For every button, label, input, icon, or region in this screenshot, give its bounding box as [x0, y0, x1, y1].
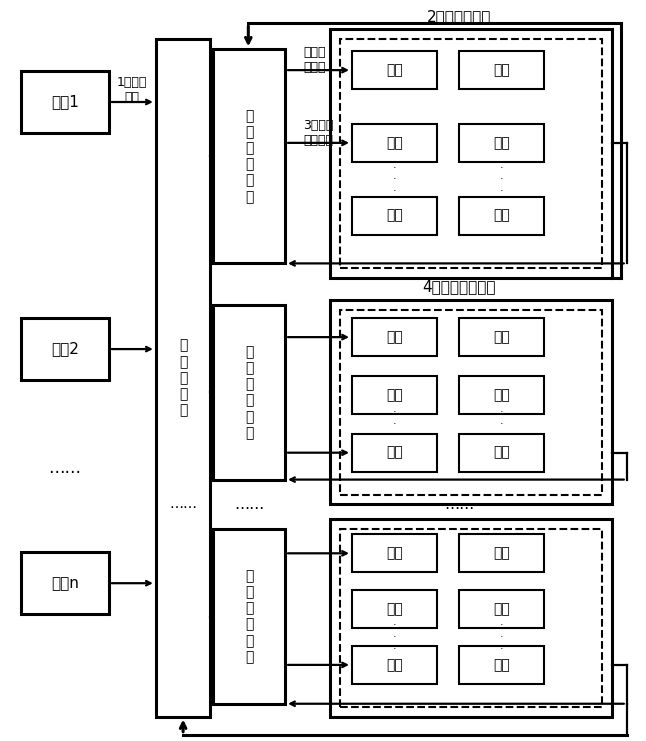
Bar [340, 529, 602, 707]
Text: 1、作业
解析: 1、作业 解析 [117, 76, 147, 104]
Text: 任务: 任务 [494, 658, 510, 672]
Bar [213, 49, 285, 263]
Text: 任务: 任务 [386, 208, 402, 222]
Bar [21, 318, 109, 380]
Text: ……: …… [169, 497, 197, 511]
Text: 任务: 任务 [494, 63, 510, 77]
Bar [156, 39, 211, 717]
Text: 3、任务
反馈阶段: 3、任务 反馈阶段 [303, 119, 333, 147]
Text: 任务: 任务 [494, 602, 510, 616]
Text: ·
·
·: · · · [500, 620, 503, 654]
Text: 作业n: 作业n [51, 576, 79, 591]
Bar [213, 529, 285, 704]
Text: 计
算
阶
段
权
值: 计 算 阶 段 权 值 [245, 345, 253, 440]
Bar [459, 196, 544, 234]
Bar [352, 433, 437, 471]
Bar [330, 519, 612, 717]
Bar [21, 552, 109, 614]
Bar [352, 51, 437, 89]
Bar [459, 51, 544, 89]
Text: 任
务
处
理
器: 任 务 处 理 器 [179, 339, 187, 417]
Bar [352, 534, 437, 572]
Bar [352, 646, 437, 684]
Bar [330, 300, 612, 505]
Text: 任务: 任务 [494, 388, 510, 402]
Text: 任务: 任务 [386, 546, 402, 560]
Bar [459, 590, 544, 628]
Text: 计
算
阶
段
权
值: 计 算 阶 段 权 值 [245, 569, 253, 664]
Text: 2、自学习阶段: 2、自学习阶段 [427, 9, 492, 24]
Bar [352, 376, 437, 413]
Text: 任务: 任务 [494, 330, 510, 344]
Text: 任务: 任务 [386, 330, 402, 344]
Text: ·
·
·: · · · [392, 408, 396, 440]
Bar [352, 318, 437, 356]
Bar [330, 30, 612, 279]
Bar [459, 318, 544, 356]
Text: ……: …… [234, 497, 264, 512]
Text: ……: …… [444, 497, 475, 512]
Text: 作业2: 作业2 [51, 342, 79, 356]
Bar [459, 124, 544, 162]
Text: 作业1: 作业1 [51, 95, 79, 110]
Bar [352, 124, 437, 162]
Bar [340, 39, 602, 268]
Text: 任务: 任务 [494, 546, 510, 560]
Bar [352, 590, 437, 628]
Text: 任务: 任务 [386, 136, 402, 150]
Text: ·
·
·: · · · [500, 162, 503, 196]
Text: 计
算
阶
段
权
值: 计 算 阶 段 权 值 [245, 109, 253, 204]
Text: 任务: 任务 [386, 388, 402, 402]
Bar [459, 376, 544, 413]
Bar [352, 196, 437, 234]
Text: 任务: 任务 [494, 208, 510, 222]
Bar [213, 305, 285, 479]
Text: 任务: 任务 [386, 658, 402, 672]
Text: 任务: 任务 [386, 445, 402, 459]
Bar [21, 71, 109, 133]
Text: ·
·
·: · · · [500, 408, 503, 440]
Text: 任务: 任务 [494, 136, 510, 150]
Text: ·
·
·: · · · [392, 620, 396, 654]
Bar [340, 310, 602, 494]
Bar [459, 534, 544, 572]
Text: ……: …… [48, 459, 81, 476]
Text: 启动学
习任务: 启动学 习任务 [303, 46, 326, 74]
Text: 任务: 任务 [386, 63, 402, 77]
Text: ·
·
·: · · · [392, 162, 396, 196]
Bar [459, 433, 544, 471]
Text: 4、作业反馈阶段: 4、作业反馈阶段 [422, 279, 496, 294]
Bar [459, 646, 544, 684]
Text: 任务: 任务 [494, 445, 510, 459]
Text: 任务: 任务 [386, 602, 402, 616]
